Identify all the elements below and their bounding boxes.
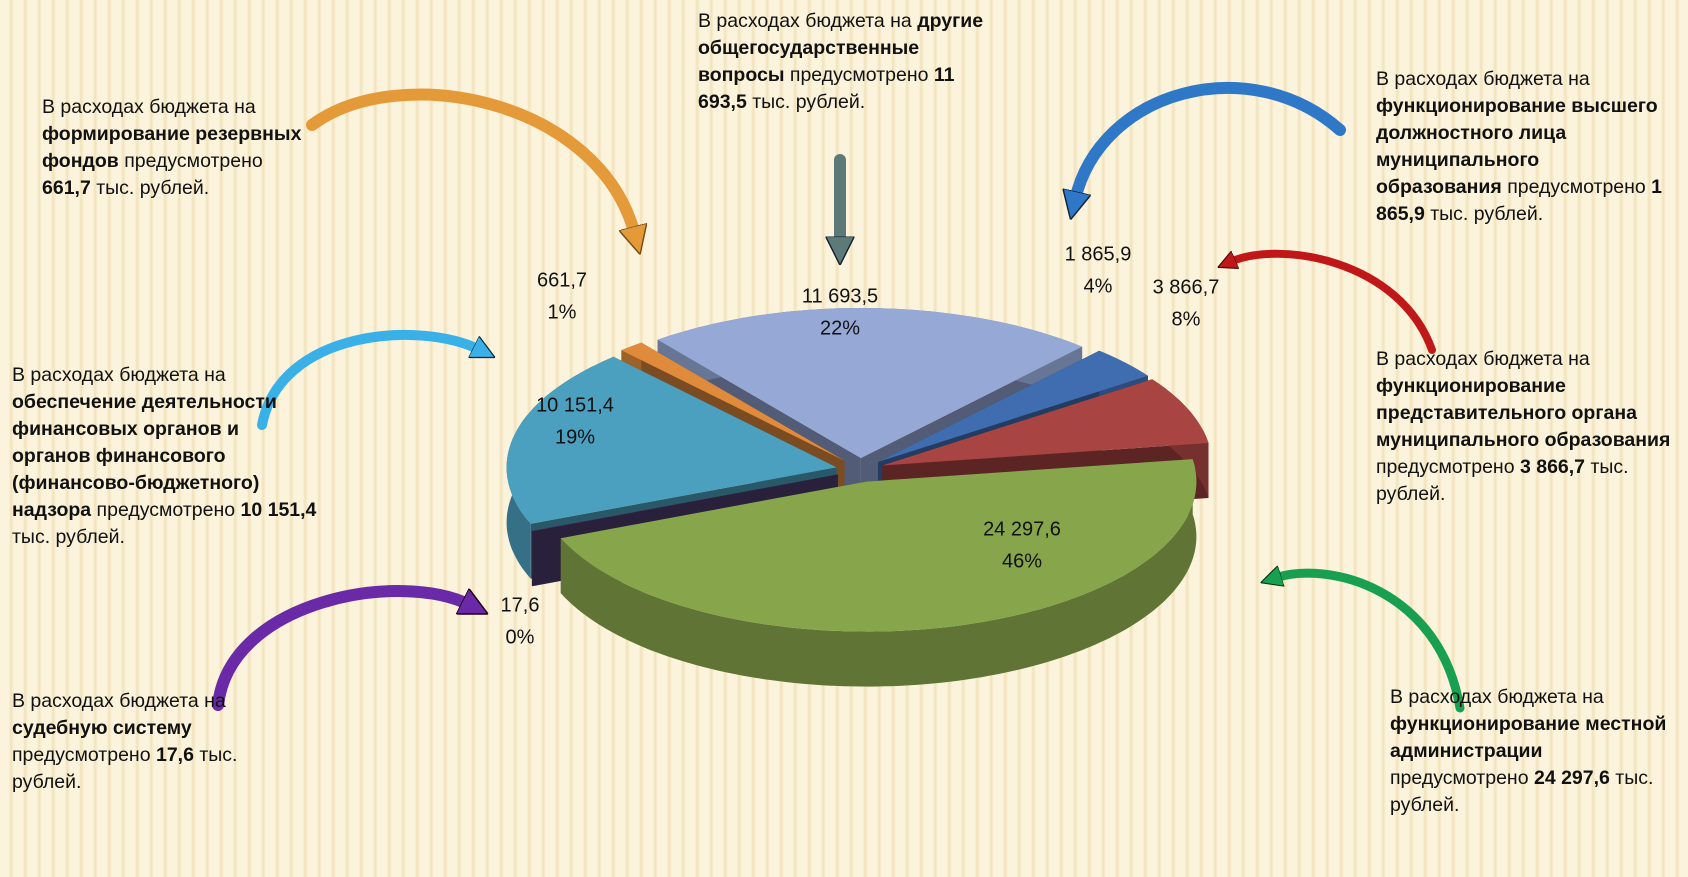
arrow [212, 585, 470, 711]
annotation-text: 1 865,9 [1376, 176, 1663, 225]
arrows [212, 81, 1465, 713]
slice-wall [560, 459, 1197, 687]
annotation-text: тыс. рублей. [90, 177, 210, 199]
annotation-text: функционирование представительного орган… [1376, 375, 1671, 451]
annotation: В расходах бюджета на функционирование м… [1390, 684, 1685, 819]
annotation-text: предусмотрено [91, 499, 241, 521]
annotation-text: 10 151,4 [240, 499, 317, 521]
slice [621, 342, 845, 461]
data-label: 11 693,5 [802, 285, 878, 307]
slice [506, 356, 837, 524]
annotation-text: В расходах бюджета на [42, 96, 256, 118]
annotation-text: тыс. рублей. [1376, 456, 1629, 505]
annotation-text: предусмотрено [1390, 767, 1534, 789]
arrow [1275, 573, 1465, 713]
data-label: 4% [1084, 275, 1113, 297]
data-label: 22% [820, 317, 860, 339]
annotation: В расходах бюджета на судебную систему п… [12, 688, 282, 796]
slice [878, 350, 1148, 462]
annotation-text: функционирование местной администрации [1390, 713, 1667, 762]
annotation-text: другие общегосударственные вопросы [698, 10, 984, 86]
slice [657, 308, 1083, 458]
annotation-text: В расходах бюджета на [698, 10, 918, 32]
annotation-text: тыс. рублей. [12, 744, 238, 793]
annotation-text: предусмотрено [784, 64, 934, 86]
annotation-text: тыс. рублей. [1424, 203, 1544, 225]
data-label: 1% [548, 301, 577, 323]
slice [882, 379, 1209, 466]
arrow [257, 330, 480, 430]
annotation-text: функционирование высшего должностного ли… [1376, 95, 1658, 198]
annotation: В расходах бюджета на функционирование п… [1376, 346, 1676, 508]
annotation: В расходах бюджета на формирование резер… [42, 94, 312, 202]
annotation-text: предусмотрено [118, 150, 263, 172]
annotation-text: 3 866,7 [1519, 456, 1586, 478]
data-label: 19% [555, 426, 595, 448]
arrow [1230, 249, 1436, 354]
annotation-text: В расходах бюджета на [12, 690, 226, 712]
annotation-text: В расходах бюджета на [1376, 348, 1590, 370]
data-label: 46% [1002, 550, 1042, 572]
data-label: 0% [506, 626, 535, 648]
annotation: В расходах бюджета на функционирование в… [1376, 66, 1666, 228]
annotation-text: В расходах бюджета на [1376, 68, 1590, 90]
data-label: 1 865,9 [1065, 243, 1132, 265]
annotation-text: обеспечение деятельности финансовых орга… [12, 391, 277, 521]
annotation: В расходах бюджета на другие общегосудар… [698, 8, 988, 116]
data-label: 17,6 [501, 594, 540, 616]
data-label: 10 151,4 [536, 394, 614, 416]
annotation: В расходах бюджета на обеспечение деятел… [12, 362, 322, 551]
annotation-text: 24 297,6 [1533, 767, 1610, 789]
annotation-text: 11 693,5 [698, 64, 955, 113]
annotation-text: 17,6 [155, 744, 194, 766]
pie [506, 308, 1209, 687]
data-label: 3 866,7 [1153, 276, 1220, 298]
slice [531, 474, 838, 532]
slice [560, 459, 1197, 632]
arrow [306, 88, 635, 235]
annotation-text: 661,7 [42, 177, 91, 199]
annotation-text: тыс. рублей. [746, 91, 866, 113]
arrow [1075, 81, 1346, 200]
annotation-text: предусмотрено [1501, 176, 1652, 198]
data-label: 24 297,6 [983, 518, 1061, 540]
annotation-text: судебную систему [12, 717, 192, 739]
data-label: 8% [1172, 308, 1201, 330]
annotation-text: предусмотрено [1376, 456, 1520, 478]
annotation-text: В расходах бюджета на [12, 364, 226, 386]
annotation-text: предусмотрено [12, 744, 156, 766]
data-label: 661,7 [537, 269, 587, 291]
annotation-text: тыс. рублей. [1390, 767, 1654, 816]
annotation-text: тыс. рублей. [12, 526, 125, 548]
annotation-text: формирование резервных фондов [42, 123, 302, 172]
annotation-text: В расходах бюджета на [1390, 686, 1604, 708]
